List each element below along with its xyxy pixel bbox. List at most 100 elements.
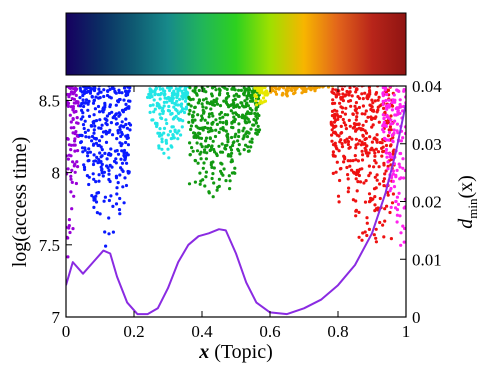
scatter-point [391, 152, 395, 156]
scatter-point [263, 86, 267, 90]
scatter-point [235, 76, 238, 79]
scatter-point [333, 130, 337, 134]
scatter-point [324, 76, 327, 79]
scatter-point [66, 167, 70, 171]
scatter-point [120, 91, 124, 95]
scatter-point [395, 213, 399, 217]
scatter-point [119, 134, 123, 138]
scatter-point [247, 93, 251, 97]
scatter-point [114, 77, 117, 80]
scatter-point [149, 88, 153, 92]
y-right-label-base: d [455, 218, 477, 229]
scatter-point [81, 115, 85, 119]
scatter-point [166, 133, 170, 137]
scatter-point [390, 81, 393, 84]
scatter-point [84, 98, 89, 102]
scatter-point [162, 131, 166, 135]
scatter-point [361, 76, 364, 79]
scatter-point [381, 113, 385, 117]
scatter-point [381, 223, 385, 227]
scatter-point [156, 131, 160, 135]
scatter-point [95, 155, 99, 159]
scatter-point [124, 80, 127, 83]
scatter-point [343, 78, 346, 81]
scatter-point [72, 164, 76, 168]
scatter-point [271, 77, 274, 80]
scatter-point [204, 175, 208, 179]
scatter-point [333, 80, 336, 83]
scatter-point [238, 79, 241, 82]
scatter-point [366, 154, 370, 158]
scatter-point [95, 77, 98, 80]
scatter-point [245, 97, 249, 101]
scatter-point [183, 99, 188, 103]
scatter-point [395, 122, 399, 126]
scatter-point [66, 157, 70, 161]
scatter-point [93, 197, 97, 201]
scatter-point [103, 195, 107, 199]
scatter-point [188, 86, 192, 90]
scatter-point [333, 77, 336, 80]
scatter-point [306, 83, 309, 86]
scatter-point [312, 76, 315, 79]
scatter-point [303, 86, 307, 90]
scatter-point [306, 80, 309, 83]
scatter-point [392, 131, 396, 135]
scatter-point [314, 80, 317, 83]
scatter-point [117, 208, 122, 212]
scatter-point [242, 93, 246, 97]
scatter-point [386, 76, 389, 79]
scatter-point [378, 220, 382, 225]
scatter-point [82, 163, 86, 167]
scatter-point [305, 81, 308, 84]
scatter-point [326, 79, 329, 82]
scatter-point [208, 148, 212, 153]
y-right-label-arg: (x) [455, 175, 477, 198]
scatter-point [284, 77, 287, 80]
scatter-point [86, 159, 90, 163]
scatter-point [395, 208, 400, 212]
scatter-point [150, 118, 154, 122]
scatter-point [332, 78, 335, 81]
scatter-point [348, 76, 351, 79]
scatter-point [82, 104, 86, 109]
scatter-point [98, 118, 102, 122]
scatter-point [273, 90, 278, 94]
scatter-point [338, 167, 342, 171]
scatter-point [330, 139, 334, 143]
scatter-point [312, 82, 315, 85]
scatter-point [76, 165, 80, 169]
scatter-point [242, 83, 245, 86]
scatter-point [158, 112, 162, 116]
scatter-point [234, 92, 238, 96]
scatter-point [103, 151, 107, 155]
scatter-point [162, 100, 166, 104]
scatter-point [158, 97, 162, 101]
y-right-tick-label: 0.04 [412, 77, 442, 96]
scatter-point [197, 99, 202, 103]
scatter-point [101, 106, 106, 110]
scatter-point [262, 80, 265, 83]
scatter-point [368, 88, 372, 93]
scatter-point [91, 120, 95, 124]
scatter-point [66, 137, 70, 141]
scatter-point [211, 160, 215, 164]
scatter-point [367, 86, 371, 89]
scatter-point [385, 77, 388, 80]
scatter-point [210, 86, 215, 90]
scatter-point [305, 78, 308, 81]
scatter-point [333, 78, 336, 81]
scatter-point [269, 76, 272, 79]
scatter-point [72, 79, 75, 82]
scatter-point [381, 77, 384, 80]
scatter-point [207, 190, 211, 194]
scatter-point [363, 137, 367, 142]
scatter-point [114, 103, 118, 107]
scatter-point [388, 152, 392, 156]
scatter-point [259, 77, 262, 80]
scatter-point [387, 79, 390, 82]
scatter-point [352, 171, 356, 175]
scatter-point [242, 105, 246, 109]
